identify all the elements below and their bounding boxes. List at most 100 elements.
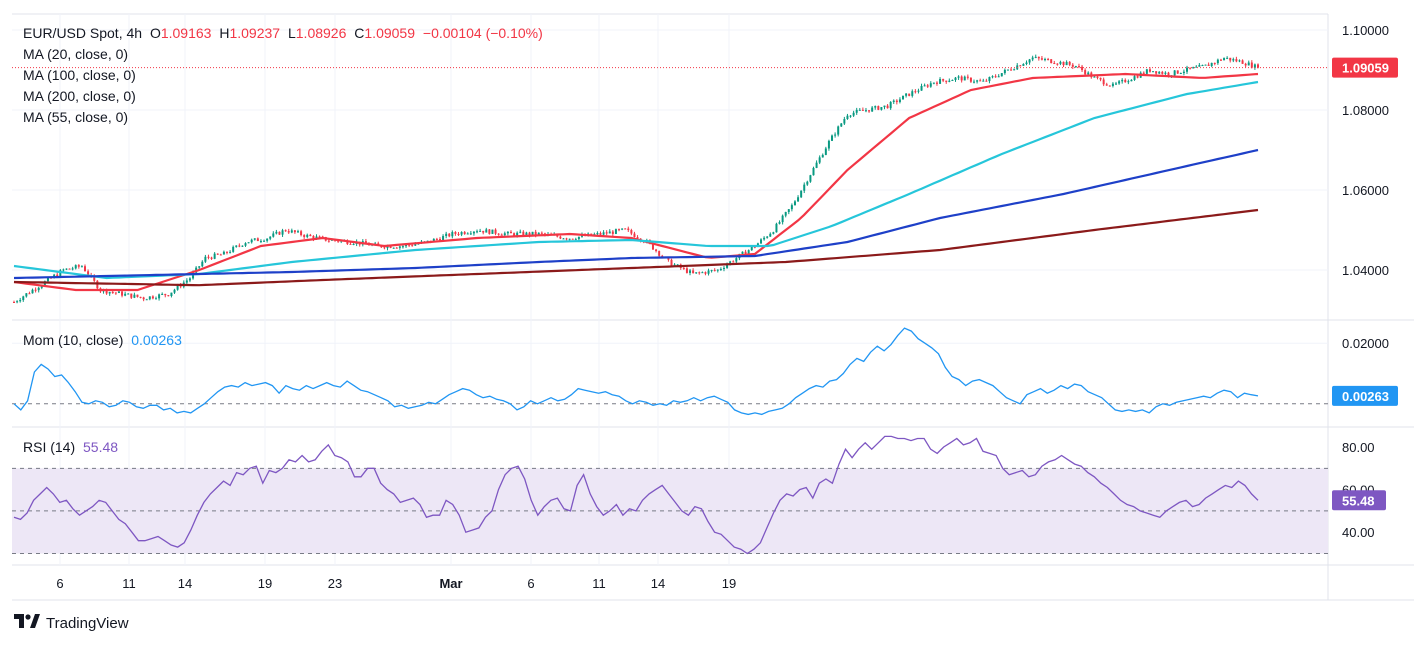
tradingview-logo[interactable]: TradingView bbox=[14, 614, 129, 632]
candle-body bbox=[485, 229, 488, 233]
candle-body bbox=[695, 272, 698, 274]
candle-body bbox=[713, 270, 716, 272]
candle-body bbox=[1013, 69, 1016, 71]
mom-label: Mom (10, close) bbox=[23, 332, 124, 348]
candle-body bbox=[797, 197, 800, 202]
candle-body bbox=[827, 140, 830, 149]
candle-body bbox=[284, 230, 287, 232]
candle-body bbox=[1257, 64, 1259, 68]
rsi-tick-label: 40.00 bbox=[1342, 525, 1375, 540]
candle-body bbox=[1247, 62, 1250, 66]
candle-body bbox=[920, 85, 923, 91]
candle-body bbox=[939, 79, 942, 84]
tradingview-icon bbox=[14, 614, 40, 632]
candle-body bbox=[701, 272, 704, 274]
candle-body bbox=[31, 289, 34, 294]
candle-body bbox=[130, 293, 133, 298]
candle-body bbox=[618, 229, 621, 231]
ma-line bbox=[13, 148, 1259, 280]
x-tick-label: 14 bbox=[651, 576, 665, 591]
x-tick-label: 14 bbox=[178, 576, 192, 591]
candle-body bbox=[969, 77, 972, 82]
candle-body bbox=[1010, 69, 1013, 71]
ma20-legend: MA (20, close, 0) bbox=[23, 46, 129, 62]
candle-body bbox=[898, 99, 901, 103]
candle-body bbox=[232, 246, 235, 252]
symbol-label: EUR/USD Spot, 4h bbox=[23, 25, 143, 41]
candle-body bbox=[108, 291, 111, 294]
candle-body bbox=[1179, 73, 1182, 75]
candle-body bbox=[201, 261, 204, 267]
candle-body bbox=[880, 107, 883, 110]
candle-body bbox=[111, 291, 114, 293]
candle-body bbox=[923, 85, 926, 87]
candle-body bbox=[296, 231, 299, 233]
candle-body bbox=[982, 80, 985, 82]
candle-body bbox=[685, 268, 688, 273]
candle-body bbox=[25, 293, 28, 297]
candle-body bbox=[722, 267, 725, 269]
candle-body bbox=[293, 230, 296, 233]
candle-body bbox=[241, 245, 244, 247]
x-tick-label: 11 bbox=[592, 576, 606, 591]
candle-body bbox=[911, 91, 914, 96]
candle-body bbox=[327, 240, 330, 242]
candle-body bbox=[781, 215, 784, 223]
candle-body bbox=[1173, 70, 1176, 76]
candle-body bbox=[769, 233, 772, 237]
candle-body bbox=[117, 291, 120, 294]
candle-body bbox=[689, 270, 692, 273]
candle-body bbox=[877, 106, 880, 110]
candle-body bbox=[244, 243, 247, 246]
candle-body bbox=[732, 261, 735, 263]
candle-body bbox=[658, 251, 661, 256]
candle-body bbox=[127, 293, 130, 295]
candle-body bbox=[1182, 71, 1185, 74]
candle-body bbox=[824, 148, 827, 155]
ohlc-low: 1.08926 bbox=[295, 25, 347, 41]
candle-body bbox=[1235, 59, 1238, 62]
candle-body bbox=[763, 237, 766, 240]
candle-body bbox=[562, 238, 565, 240]
candle-body bbox=[1025, 62, 1028, 64]
candle-body bbox=[1000, 73, 1003, 77]
candle-body bbox=[219, 254, 222, 256]
candle-body bbox=[401, 246, 404, 248]
axes: 6 11 14 19 23 Mar 6 11 14 19 1.10000 1.08000 1.06000… bbox=[56, 23, 1398, 591]
candle-body bbox=[778, 222, 781, 224]
candle-body bbox=[945, 80, 948, 82]
candle-body bbox=[1084, 70, 1087, 75]
candle-body bbox=[303, 235, 306, 237]
candle-body bbox=[519, 231, 522, 233]
candle-body bbox=[726, 264, 729, 268]
candle-body bbox=[772, 232, 775, 234]
candle-body bbox=[840, 123, 843, 127]
candle-body bbox=[692, 270, 695, 274]
candle-body bbox=[540, 232, 543, 234]
candle-body bbox=[886, 105, 889, 109]
candle-body bbox=[1244, 63, 1247, 66]
candle-body bbox=[253, 238, 256, 240]
candle-body bbox=[213, 253, 216, 259]
candle-body bbox=[337, 240, 340, 242]
candle-body bbox=[80, 266, 83, 268]
candle-body bbox=[451, 232, 454, 237]
candle-body bbox=[985, 80, 988, 82]
candle-body bbox=[229, 251, 232, 253]
candle-body bbox=[438, 239, 441, 241]
candle-body bbox=[568, 238, 571, 240]
candle-body bbox=[979, 80, 982, 82]
candle-body bbox=[1105, 84, 1108, 86]
candle-body bbox=[516, 232, 519, 236]
candle-body bbox=[28, 293, 31, 295]
candle-body bbox=[1192, 67, 1195, 69]
candle-body bbox=[831, 135, 834, 141]
candle-body bbox=[1241, 60, 1244, 64]
candle-body bbox=[83, 266, 86, 272]
candle-body bbox=[861, 109, 864, 111]
candle-body bbox=[611, 231, 614, 234]
y-tick-label: 1.08000 bbox=[1342, 103, 1389, 118]
candle-body bbox=[1118, 81, 1121, 84]
candle-body bbox=[1152, 71, 1155, 73]
